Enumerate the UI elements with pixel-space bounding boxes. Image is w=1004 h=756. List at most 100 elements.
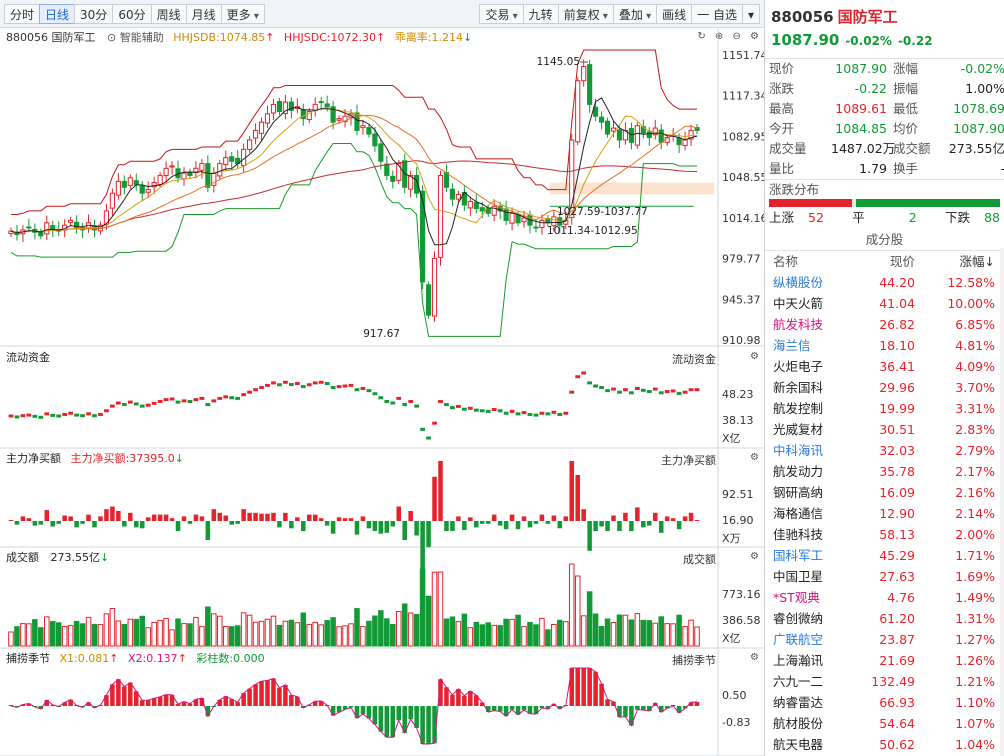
flow-mark	[127, 400, 133, 404]
oscillator-bar	[169, 694, 175, 706]
constituent-row[interactable]: *ST观典 4.76 1.49%	[765, 587, 1004, 608]
constituent-row[interactable]: 海兰信 18.10 4.81%	[765, 335, 1004, 356]
col-change[interactable]: 涨幅↓	[959, 254, 995, 269]
constituent-row[interactable]: 纵横股份 44.20 12.58%	[765, 272, 1004, 293]
netbuy-bar	[348, 518, 354, 521]
flow-mark	[241, 393, 247, 397]
pane2-settings-icon[interactable]: ⚙	[750, 351, 762, 362]
netbuy-bar	[8, 520, 14, 521]
oscillator-bar	[438, 679, 443, 706]
pane4-settings-icon[interactable]: ⚙	[750, 551, 762, 562]
constituent-row[interactable]: 纳睿雷达 66.93 1.10%	[765, 692, 1004, 713]
constituent-row[interactable]: 上海瀚讯 21.69 1.26%	[765, 650, 1004, 671]
oscillator-bar	[450, 694, 455, 706]
constituent-row[interactable]: 广联航空 23.87 1.27%	[765, 629, 1004, 650]
pane3-settings-icon[interactable]: ⚙	[750, 452, 762, 463]
netbuy-bar	[122, 521, 127, 527]
constituent-row[interactable]: 航发控制 19.99 3.31%	[765, 398, 1004, 419]
constituent-row[interactable]: 中天火箭 41.04 10.00%	[765, 293, 1004, 314]
constituent-price: 26.82	[879, 317, 915, 332]
quote-value: -	[945, 159, 1004, 179]
overlay-dropdown[interactable]: 叠加	[612, 3, 658, 24]
constituent-price: 19.99	[879, 401, 915, 416]
flow-mark	[14, 415, 20, 419]
oscillator-bar	[635, 706, 640, 710]
turnover-bar	[205, 606, 211, 647]
constituent-name: 国科军工	[773, 548, 824, 563]
main-pane-icons[interactable]: ↻ ⊕ ⊖ ⚙	[697, 31, 762, 42]
quote-label: 涨跌	[769, 81, 795, 96]
flow-mark	[62, 412, 68, 416]
col-price[interactable]: 现价	[889, 254, 915, 269]
netbuy-bar	[450, 521, 455, 531]
constituent-row[interactable]: 钢研高纳 16.09 2.16%	[765, 482, 1004, 503]
constituent-row[interactable]: 航发动力 35.78 2.17%	[765, 461, 1004, 482]
constituent-row[interactable]: 航发科技 26.82 6.85%	[765, 314, 1004, 335]
candle-body	[74, 221, 80, 229]
candle-body	[390, 175, 396, 182]
constituent-row[interactable]: 睿创微纳 61.20 1.31%	[765, 608, 1004, 629]
netbuy-bar	[56, 521, 61, 524]
quote-value: 1084.85	[835, 121, 887, 136]
turnover-bar	[497, 625, 503, 647]
turnover-bar	[199, 626, 205, 647]
kline-chart[interactable]: 1151.74 1117.34 1082.95 1048.55 1014.16 979.7…	[0, 28, 764, 756]
draw-line-button[interactable]: 画线	[656, 3, 693, 24]
candle-body	[682, 139, 688, 147]
netbuy-bar	[629, 521, 634, 531]
oscillator-bar	[491, 706, 497, 711]
candle-body	[384, 163, 390, 176]
constituent-row[interactable]: 火炬电子 36.41 4.09%	[765, 356, 1004, 377]
adjust-dropdown[interactable]: 前复权	[557, 3, 614, 24]
constituent-row[interactable]: 海格通信 12.90 2.14%	[765, 503, 1004, 524]
dist-title: 涨跌分布	[765, 179, 1004, 199]
col-name[interactable]: 名称	[773, 254, 799, 269]
tab-intraday[interactable]: 分时	[4, 3, 41, 24]
constituent-row[interactable]: 航材股份 54.64 1.07%	[765, 713, 1004, 734]
constituent-row[interactable]: 佳驰科技 58.13 2.00%	[765, 524, 1004, 545]
tab-60min[interactable]: 60分	[112, 3, 152, 24]
assist-toggle[interactable]: ⊙ 智能辅助	[107, 31, 164, 44]
pane2-right-title: 流动资金	[672, 353, 716, 366]
constituent-row[interactable]: 国科军工 45.29 1.71%	[765, 545, 1004, 566]
nine-turn-button[interactable]: 九转	[522, 3, 559, 24]
trade-dropdown[interactable]: 交易	[479, 3, 524, 24]
flow-mark	[342, 384, 348, 388]
oscillator-bar	[205, 706, 211, 717]
tab-daily[interactable]: 日线	[39, 3, 76, 24]
tab-monthly[interactable]: 月线	[185, 3, 222, 24]
tab-weekly[interactable]: 周线	[150, 3, 187, 24]
turnover-bar	[258, 620, 265, 647]
netbuy-bar	[289, 521, 294, 529]
flow-mark	[581, 371, 587, 375]
flow-mark	[467, 406, 473, 410]
scrollbar[interactable]	[1000, 248, 1004, 756]
oscillator-bar	[557, 706, 563, 709]
netbuy-bar	[587, 521, 592, 551]
constituent-row[interactable]: 新余国科 29.96 3.70%	[765, 377, 1004, 398]
constituent-row[interactable]: 六九一二 132.49 1.21%	[765, 671, 1004, 692]
watchlist-dropdown-icon[interactable]: ▾	[741, 3, 760, 24]
constituent-row[interactable]: 光威复材 30.51 2.83%	[765, 419, 1004, 440]
quote-value: 1087.90	[835, 61, 887, 76]
more-dropdown[interactable]: 更多	[220, 3, 265, 24]
netbuy-bar	[503, 521, 509, 530]
constituent-row[interactable]: 中科海讯 32.03 2.79%	[765, 440, 1004, 461]
flow-mark	[98, 412, 103, 416]
turnover-bar	[586, 591, 593, 647]
netbuy-bar	[157, 514, 163, 521]
candle-body	[443, 172, 450, 188]
quote-label: 量比	[769, 161, 795, 176]
turnover-bar	[545, 629, 551, 647]
add-watchlist-button[interactable]: 一 自选	[691, 3, 743, 24]
candle-body	[324, 103, 330, 108]
constituent-row[interactable]: 中国卫星 27.63 1.69%	[765, 566, 1004, 587]
netbuy-bar	[360, 516, 366, 521]
candle-body	[694, 127, 700, 131]
pane5-x1: X1:0.081	[59, 652, 110, 665]
pane5-settings-icon[interactable]: ⚙	[750, 652, 762, 663]
flow-mark	[283, 380, 288, 384]
constituent-row[interactable]: 航天电器 50.62 1.04%	[765, 734, 1004, 755]
oscillator-bar	[485, 706, 491, 713]
tab-30min[interactable]: 30分	[74, 3, 114, 24]
